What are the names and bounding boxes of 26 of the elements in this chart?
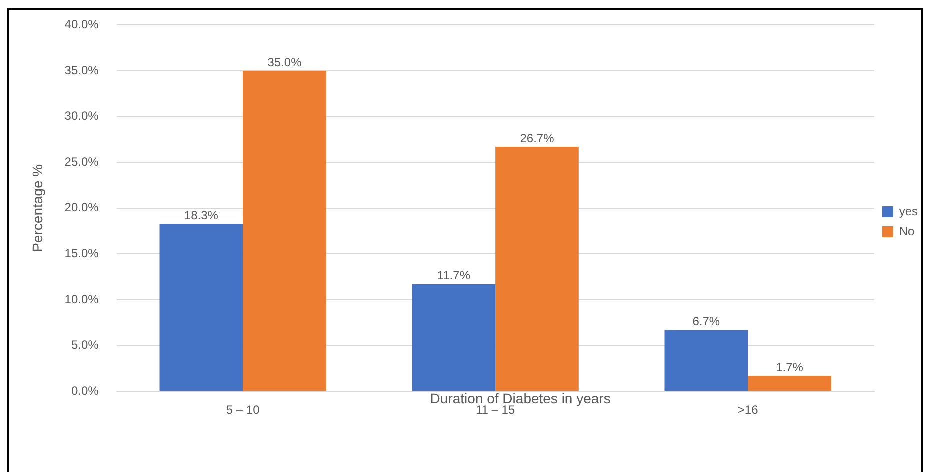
bar [496, 147, 579, 392]
data-label: 1.7% [776, 360, 804, 374]
y-tick-label: 40.0% [64, 18, 100, 32]
bar [160, 224, 244, 392]
data-label: 18.3% [184, 208, 219, 222]
y-tick-label: 25.0% [64, 154, 100, 169]
y-tick-label: 20.0% [64, 200, 100, 215]
data-label: 6.7% [692, 314, 720, 329]
bar [748, 376, 832, 392]
data-label: 26.7% [520, 131, 555, 146]
x-tick-label: >16 [738, 403, 759, 418]
legend-label: yes [899, 204, 918, 218]
y-tick-label: 0.0% [71, 384, 100, 398]
data-label: 35.0% [268, 55, 302, 70]
legend-label: No [899, 224, 915, 238]
bar [664, 330, 748, 392]
bar [412, 284, 496, 392]
bar [243, 71, 326, 392]
y-tick-label: 30.0% [64, 109, 100, 124]
y-tick-label: 35.0% [64, 63, 100, 78]
x-tick-label: 5 – 10 [226, 403, 260, 418]
data-label: 11.7% [437, 268, 471, 283]
y-tick-label: 5.0% [71, 338, 100, 352]
y-tick-label: 10.0% [64, 292, 100, 306]
y-axis-title: Percentage % [29, 164, 46, 252]
y-tick-label: 15.0% [64, 246, 100, 261]
